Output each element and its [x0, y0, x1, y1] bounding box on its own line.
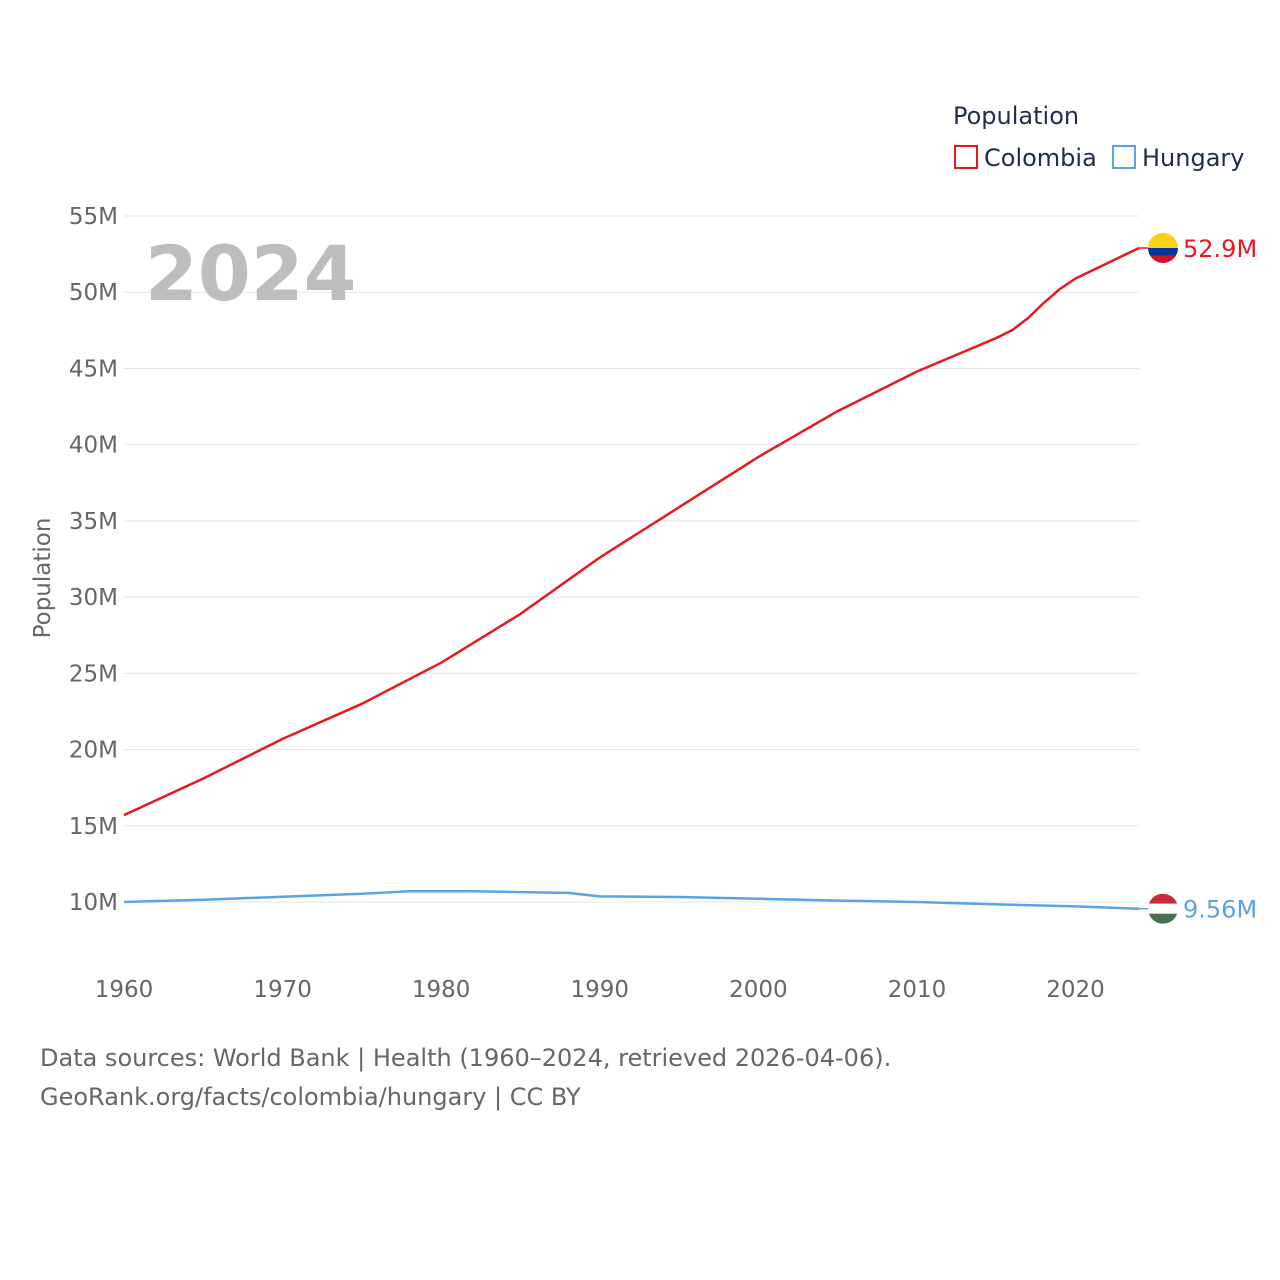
flag-colombia-icon	[1148, 233, 1178, 264]
y-tick-30m: 30M	[69, 585, 118, 611]
legend-swatch-colombia[interactable]	[954, 145, 978, 169]
legend-label-hungary[interactable]: Hungary	[1142, 144, 1244, 172]
x-tick-1980: 1980	[412, 977, 471, 1003]
series-line-hungary[interactable]	[123, 889, 1140, 910]
footer-sources: Data sources: World Bank | Health (1960–…	[40, 1044, 892, 1072]
y-tick-20m: 20M	[69, 738, 118, 764]
series-lines	[123, 246, 1140, 910]
y-tick-55m: 55M	[69, 204, 118, 230]
legend: Population Colombia Hungary	[953, 102, 1244, 172]
y-tick-15m: 15M	[69, 814, 118, 840]
y-tick-10m: 10M	[69, 890, 118, 916]
x-tick-1990: 1990	[571, 977, 630, 1003]
y-axis-ticks: 10M 15M 20M 25M 30M 35M 40M 45M 50M 55M	[69, 204, 118, 916]
flag-stripe	[1148, 903, 1178, 914]
x-tick-2020: 2020	[1046, 977, 1105, 1003]
flag-stripe	[1148, 893, 1178, 904]
gridlines	[124, 215, 1139, 903]
flag-stripe	[1148, 233, 1178, 249]
legend-label-colombia[interactable]: Colombia	[984, 144, 1097, 172]
footer-credit[interactable]: GeoRank.org/facts/colombia/hungary | CC …	[40, 1083, 581, 1111]
legend-swatch-hungary[interactable]	[1112, 145, 1136, 169]
x-tick-2000: 2000	[729, 977, 788, 1003]
y-tick-25m: 25M	[69, 661, 118, 687]
end-label-hungary: 9.56M	[1183, 896, 1257, 924]
x-tick-1970: 1970	[253, 977, 312, 1003]
year-watermark: 2024	[145, 229, 357, 318]
y-axis-label: Population	[30, 518, 56, 639]
x-tick-1960: 1960	[95, 977, 154, 1003]
flag-stripe	[1148, 913, 1178, 924]
y-tick-35m: 35M	[69, 509, 118, 535]
end-label-colombia: 52.9M	[1183, 235, 1257, 263]
series-line-colombia[interactable]	[123, 246, 1140, 817]
series-end-markers: 52.9M 9.56M	[1139, 233, 1257, 924]
y-tick-45m: 45M	[69, 356, 118, 382]
flag-hungary-icon	[1148, 893, 1178, 924]
legend-title: Population	[953, 102, 1079, 130]
flag-stripe	[1148, 255, 1178, 264]
y-tick-40m: 40M	[69, 433, 118, 459]
y-tick-50m: 50M	[69, 280, 118, 306]
x-tick-2010: 2010	[888, 977, 947, 1003]
x-axis-ticks: 1960 1970 1980 1990 2000 2010 2020	[95, 977, 1105, 1003]
flag-stripe	[1148, 248, 1178, 256]
